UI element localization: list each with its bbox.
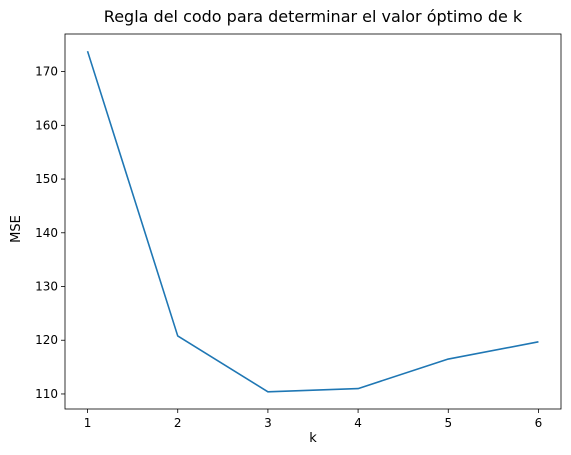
x-tick-label: 4 (354, 416, 362, 430)
y-tick-label: 120 (35, 333, 58, 347)
y-tick-label: 110 (35, 387, 58, 401)
series-group (86, 50, 539, 393)
x-axis-label: k (309, 431, 317, 446)
y-tick-label: 130 (35, 280, 58, 294)
y-tick-label: 170 (35, 65, 58, 79)
x-tick-label: 3 (264, 416, 272, 430)
chart-title: Regla del codo para determinar el valor … (104, 7, 523, 26)
plot-area (64, 33, 562, 410)
y-tick-label: 150 (35, 172, 58, 186)
y-axis-ticks: 110 120 130 140 150 160 170 (35, 65, 65, 401)
x-tick-label: 1 (84, 416, 92, 430)
x-axis-ticks: 1 2 3 4 5 6 (84, 409, 543, 430)
x-tick-label: 6 (535, 416, 543, 430)
y-axis-label: MSE (9, 215, 24, 243)
plot-frame (64, 33, 562, 410)
y-tick-label: 140 (35, 226, 58, 240)
y-tick-label: 160 (35, 118, 58, 132)
x-tick-label: 5 (444, 416, 452, 430)
x-tick-label: 2 (174, 416, 182, 430)
mse-series-line (86, 50, 539, 393)
